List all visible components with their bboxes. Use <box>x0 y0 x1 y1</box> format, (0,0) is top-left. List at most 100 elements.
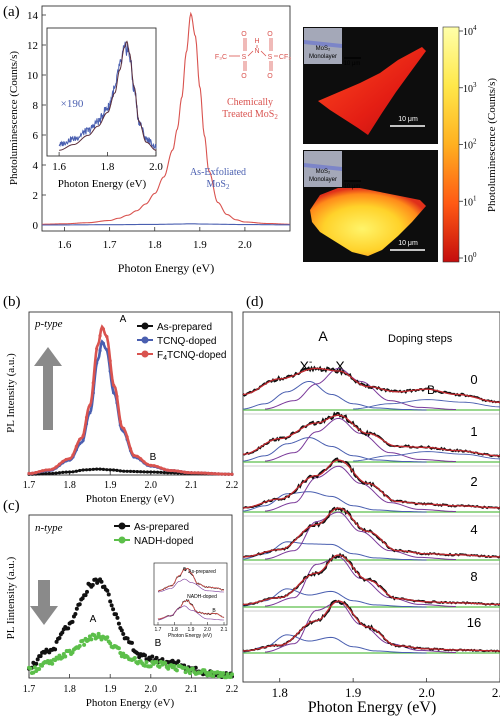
molecule-right: CF₃ <box>279 54 291 61</box>
ticks-c: 1.7 1.8 1.9 2.0 2.1 2.2 <box>23 674 238 695</box>
marker-b-2-19 <box>91 381 95 385</box>
a-x-tick-label-2: 1.8 <box>148 239 162 251</box>
scale-label-small-bottom: 10 μm <box>344 184 361 190</box>
inset-x-label-a: Photon Energy (eV) <box>58 178 147 190</box>
a-y-tick-label-6: 12 <box>27 40 38 52</box>
marker-c-1-73 <box>132 656 137 661</box>
marker-c-1-38 <box>82 642 87 647</box>
marker-b-0-23 <box>105 468 109 472</box>
trion-d-0 <box>242 380 427 411</box>
b-x-tick-label-4: 2.1 <box>185 480 198 491</box>
marker-b-2-24 <box>108 359 112 363</box>
marker-b-0-34 <box>142 470 146 474</box>
marker-c-1-90 <box>157 664 162 669</box>
c-x-tick-label-2: 1.9 <box>104 684 117 695</box>
marker-c-0-50 <box>99 579 104 584</box>
molecule-h: H <box>254 38 259 45</box>
peak-Xminus-main: X <box>300 358 310 374</box>
doping-steps-title: Doping steps <box>388 333 453 345</box>
marker-b-0-5 <box>44 471 48 476</box>
legend-b-marker-0 <box>141 322 149 330</box>
inset-c-top-comp <box>157 578 225 593</box>
marker-c-1-62 <box>116 646 121 651</box>
marker-c-0-18 <box>53 647 58 652</box>
marker-b-2-1 <box>30 471 34 475</box>
a-x-tick-label-4: 2.0 <box>238 239 252 251</box>
x-axis-label-a: Photon Energy (eV) <box>118 261 214 275</box>
marker-b-2-2 <box>34 470 38 475</box>
cbar-tick-label-0: 104 <box>463 24 477 38</box>
marker-c-0-23 <box>60 630 65 635</box>
marker-c-0-57 <box>109 603 114 608</box>
marker-b-0-20 <box>95 467 99 471</box>
flake-bright <box>310 188 426 256</box>
legend-b-label-0: As-prepared <box>157 322 212 333</box>
marker-b-2-44 <box>176 469 180 473</box>
panel-label-b: (b) <box>3 294 21 310</box>
marker-b-0-11 <box>64 470 68 474</box>
step-label-d-4: 8 <box>470 569 477 584</box>
d-x-tick-label-1: 1.9 <box>345 685 361 700</box>
marker-c-0-33 <box>74 606 79 611</box>
marker-c-0-58 <box>111 607 116 612</box>
marker-c-1-1 <box>28 666 33 671</box>
step-label-d-5: 16 <box>467 615 481 630</box>
marker-b-2-6 <box>47 468 51 472</box>
fit-d-2 <box>242 459 500 509</box>
marker-b-2-56 <box>216 472 221 476</box>
exciton-d-1 <box>265 417 456 462</box>
marker-b-0-13 <box>71 470 75 474</box>
marker-c-1-127 <box>211 674 216 679</box>
plot-area-c-inset <box>157 566 225 621</box>
marker-b-2-38 <box>155 465 160 469</box>
marker-b-0-7 <box>51 471 55 476</box>
marker-b-0-14 <box>74 469 78 473</box>
marker-b-0-25 <box>111 468 116 472</box>
plot-area-d: 0 1 2 4 8 16 <box>242 365 500 654</box>
marker-b-2-49 <box>193 471 197 475</box>
marker-c-0-35 <box>77 602 82 607</box>
marker-b-2-8 <box>54 465 58 469</box>
legend-c-marker-1 <box>118 536 126 544</box>
step-label-d-0: 0 <box>470 372 477 387</box>
inset-c-label-top: As-prepared <box>188 569 216 575</box>
legend-b-f4-main: F <box>157 350 163 361</box>
marker-c-1-43 <box>89 637 94 642</box>
annotation-exfoliated-sub: 2 <box>226 183 230 191</box>
marker-b-0-26 <box>115 468 119 472</box>
x-axis-label-c: Photon Energy (eV) <box>86 697 175 709</box>
a-x-tick-label-0: 1.6 <box>58 239 72 251</box>
scale-label-large-bottom: 10 μm <box>398 240 418 247</box>
marker-b-0-30 <box>128 469 133 473</box>
marker-c-0-54 <box>105 588 110 593</box>
marker-b-0-16 <box>81 468 85 472</box>
trion-d-4 <box>242 588 427 608</box>
c-inset-tick-label-2: 1.9 <box>188 627 195 633</box>
marker-b-0-9 <box>57 471 62 475</box>
inset-frame-a <box>46 27 157 157</box>
plot-area-a <box>42 11 290 226</box>
a-y-tick-label-4: 8 <box>33 100 39 112</box>
x-axis-label-d: Photon Energy (eV) <box>308 699 437 716</box>
marker-b-2-4 <box>40 469 45 473</box>
schematic-top-label-2: Monolayer <box>309 54 337 60</box>
marker-b-2-35 <box>145 462 150 466</box>
marker-c-1-54 <box>105 635 110 640</box>
marker-b-2-16 <box>81 434 85 438</box>
marker-c-1-20 <box>56 656 60 661</box>
marker-b-0-36 <box>149 470 153 474</box>
molecule-n: N <box>254 48 259 55</box>
marker-c-0-39 <box>83 593 88 598</box>
series-b-2 <box>28 324 232 476</box>
molecule-s2: S <box>268 54 273 61</box>
marker-b-2-14 <box>74 444 78 449</box>
molecule-s1: S <box>242 54 247 61</box>
marker-b-0-31 <box>132 469 136 474</box>
a-x-tick-label-3: 1.9 <box>193 239 207 251</box>
inset-c-x-label: Photon Energy (eV) <box>168 633 212 639</box>
plot-area-b <box>27 324 234 476</box>
legend-c-label-1: NADH-doped <box>134 536 193 547</box>
a-x-tick-label-1: 1.7 <box>103 239 117 251</box>
c-inset-tick-label-3: 2.0 <box>204 627 211 633</box>
